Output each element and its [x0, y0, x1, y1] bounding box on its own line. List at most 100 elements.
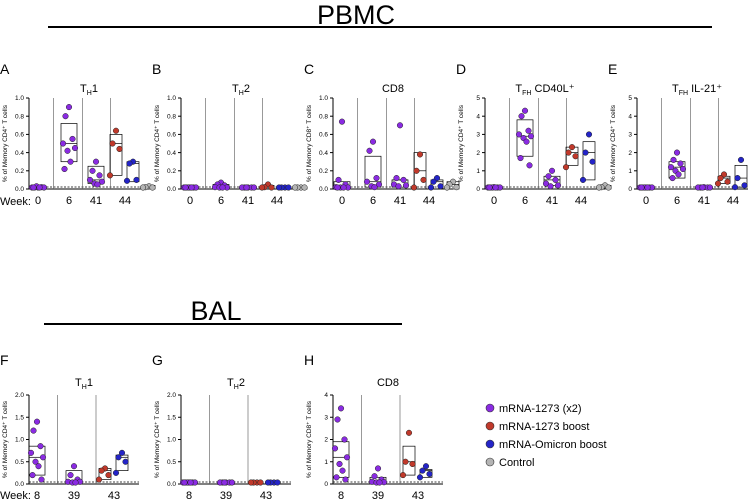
x-tick-label: 8 — [338, 490, 344, 502]
data-point — [333, 474, 340, 481]
data-point — [181, 479, 188, 486]
data-point — [67, 158, 74, 165]
panel-letter: F — [0, 352, 9, 368]
y-axis-label: % of Memory CD8⁺ T cells — [306, 104, 313, 182]
data-point — [526, 162, 533, 169]
panel-title-main: T — [227, 377, 234, 389]
panel-d: D TFH CD40L⁺ % of Memory CD4⁺ T cells 0 1 2 3 4… — [456, 61, 612, 207]
data-point — [430, 178, 437, 185]
panel-title-subscript: FH — [522, 90, 531, 97]
data-point — [515, 131, 523, 138]
data-point — [219, 184, 226, 191]
panel-letter: C — [304, 61, 314, 77]
panel-title-subscript: H — [239, 90, 244, 97]
data-point — [72, 479, 79, 486]
x-tick-label: 43 — [260, 490, 272, 502]
panel-title: TH1 — [80, 83, 98, 97]
data-point — [706, 184, 714, 191]
data-point — [133, 176, 140, 183]
box-44-4 — [734, 164, 748, 188]
data-point — [420, 176, 427, 183]
panel-b: B TH2 % of Memory CD4⁺ T cells 0.0 0.2 0.4 0.6… — [152, 61, 308, 207]
data-point — [64, 147, 71, 154]
x-tick-label: 44 — [271, 195, 283, 207]
data-point — [369, 138, 377, 145]
data-point — [402, 458, 409, 465]
data-point — [568, 144, 576, 151]
panel-title-subscript: H — [234, 384, 239, 391]
panel-title: TH2 — [232, 83, 250, 97]
y-axis-label: % of Memory CD4⁺ T cells — [2, 400, 9, 478]
y-tick-label: 0 — [476, 186, 480, 193]
panel-e: E TFH IL-21⁺ % of Memory CD4⁺ T cells 0 1 2 3 4… — [608, 61, 748, 207]
x-tick-label: 41 — [242, 195, 254, 207]
y-tick-label: 1.0 — [167, 437, 176, 444]
data-point — [139, 184, 147, 191]
y-tick-label: 0.8 — [319, 113, 328, 120]
y-tick-label: 0.0 — [319, 186, 328, 193]
y-tick-label: 0.0 — [15, 186, 24, 193]
data-point — [548, 167, 556, 174]
panel-title: CD8 — [377, 377, 399, 389]
data-point — [525, 127, 532, 134]
panel-title-suffix: 1 — [87, 377, 93, 389]
y-tick-label: 0.2 — [167, 168, 176, 175]
data-point — [188, 184, 195, 191]
data-point — [335, 176, 342, 183]
panel-letter: E — [608, 61, 617, 77]
panel-title-main: T — [515, 83, 522, 95]
data-point — [737, 156, 745, 163]
data-point — [547, 183, 554, 190]
y-tick-label: 1.0 — [319, 95, 328, 102]
data-point — [427, 184, 435, 191]
data-point — [334, 184, 341, 191]
data-point — [521, 107, 529, 114]
x-tick-label: 44 — [423, 195, 435, 207]
y-tick-label: 0.6 — [15, 132, 24, 139]
data-point — [27, 449, 35, 456]
y-tick-label: 3 — [476, 132, 480, 139]
panel-title-subscript: FH — [679, 90, 688, 97]
data-point — [486, 184, 493, 191]
data-point — [371, 184, 378, 191]
panel-title-main: CD8 — [377, 377, 399, 389]
data-point — [542, 180, 550, 187]
legend-label-mrna1273-x2: mRNA-1273 (x2) — [499, 403, 582, 415]
panel-title-main: T — [80, 83, 87, 95]
data-point — [585, 131, 593, 138]
data-point — [405, 429, 413, 436]
data-point — [336, 460, 343, 468]
panel-title: TH1 — [75, 377, 93, 391]
x-tick-label: 6 — [218, 195, 224, 207]
data-point — [228, 479, 236, 486]
legend: mRNA-1273 (x2) mRNA-1273 boost mRNA-Omic… — [485, 403, 607, 469]
data-point — [71, 145, 79, 152]
data-point — [221, 479, 228, 486]
data-point — [258, 184, 266, 191]
data-point — [724, 178, 731, 185]
data-point — [373, 175, 380, 182]
data-point — [675, 171, 682, 178]
y-tick-label: 1.5 — [167, 414, 176, 421]
data-point — [492, 184, 499, 191]
x-tick-label: 0 — [187, 195, 193, 207]
x-tick-label: 44 — [119, 195, 131, 207]
data-point — [106, 172, 114, 179]
data-point — [720, 171, 728, 178]
data-point — [426, 470, 433, 478]
data-point — [374, 465, 382, 472]
y-tick-label: 0.6 — [319, 132, 328, 139]
data-point — [109, 140, 116, 147]
data-point — [61, 165, 68, 173]
data-point — [339, 467, 346, 474]
data-point — [669, 175, 676, 182]
data-point — [92, 158, 100, 165]
data-point — [257, 479, 264, 486]
bal-section-title: BAL — [190, 296, 241, 326]
data-point — [32, 458, 39, 465]
y-tick-label: 4 — [476, 113, 480, 120]
data-point — [69, 135, 76, 142]
panel-letter: G — [152, 352, 163, 368]
y-tick-label: 2 — [476, 150, 480, 157]
data-point — [112, 127, 120, 134]
